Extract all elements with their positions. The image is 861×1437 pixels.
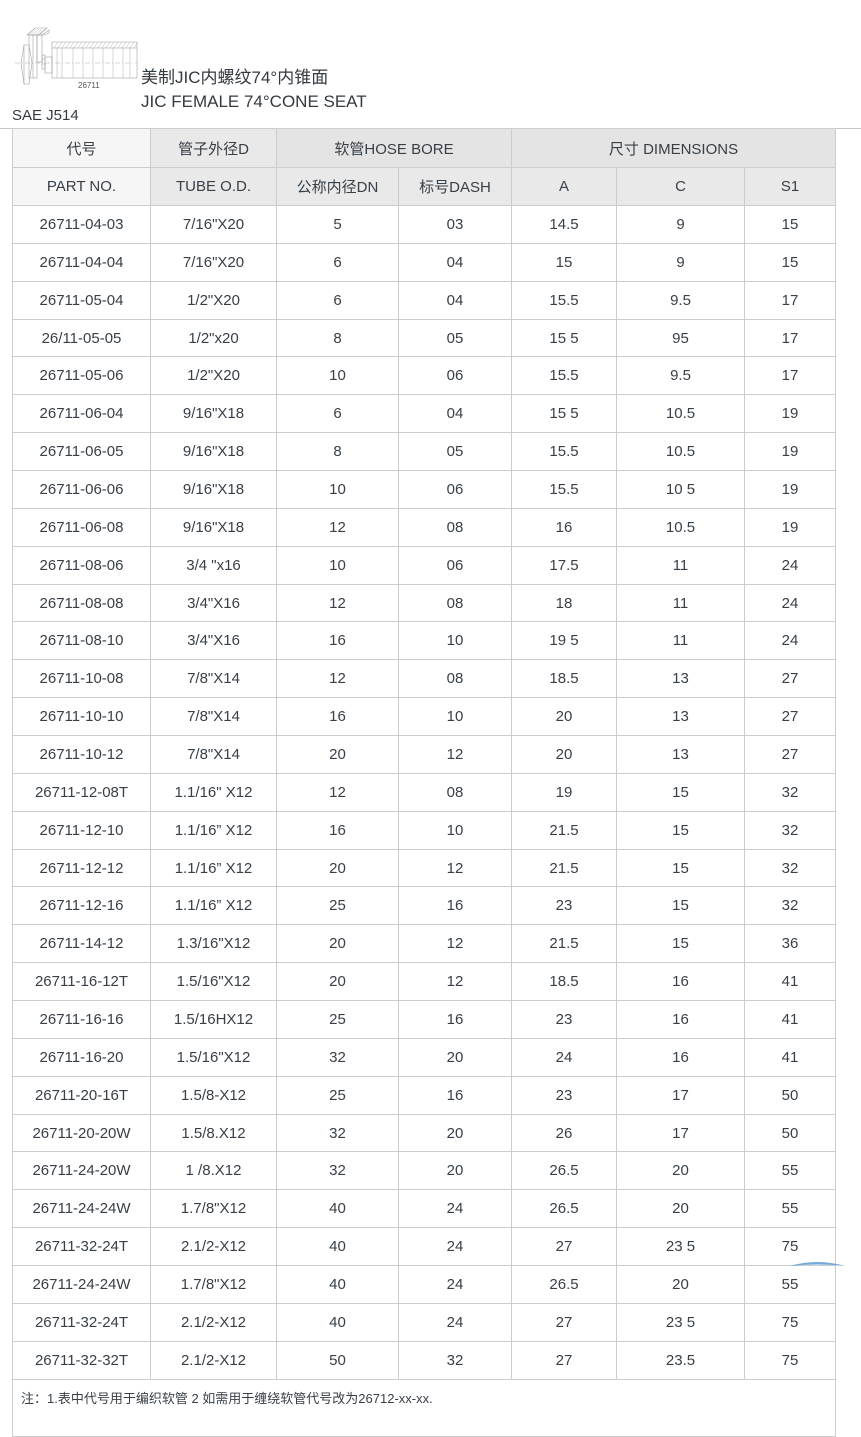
svg-text:26711: 26711 (78, 81, 100, 90)
